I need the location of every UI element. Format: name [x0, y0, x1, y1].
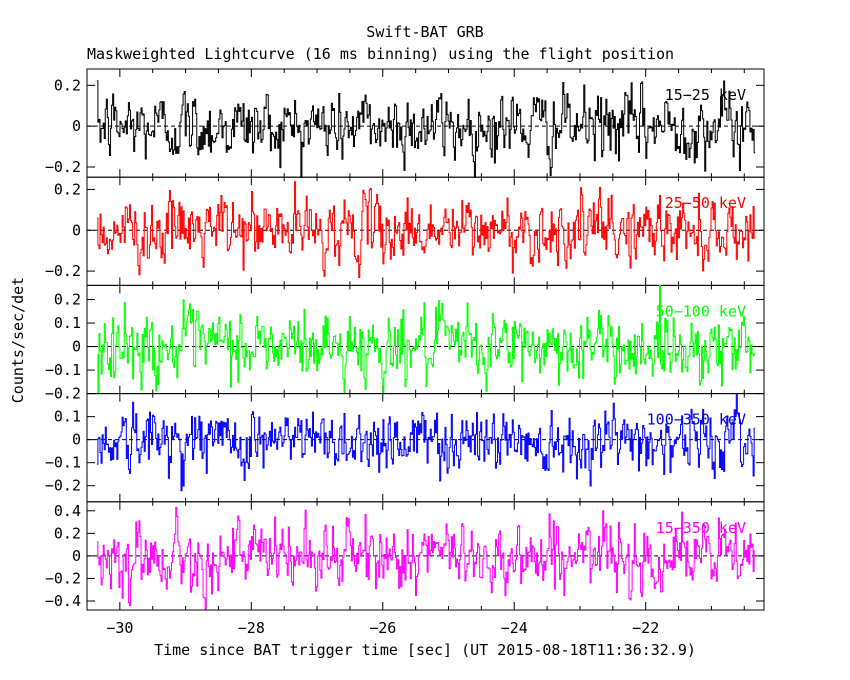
band-label-2: 50−100 keV	[656, 302, 746, 320]
band-label-0: 15−25 keV	[665, 86, 746, 104]
y-tick-label-1-2: 0.2	[54, 180, 81, 198]
series-line-0	[96, 80, 756, 178]
y-tick-label-2-3: 0.1	[54, 314, 81, 332]
y-tick-label-4-3: 0.2	[54, 524, 81, 542]
y-tick-label-0-1: 0	[72, 117, 81, 135]
y-tick-label-1-0: −0.2	[45, 262, 81, 280]
series-line-3	[96, 393, 756, 492]
y-tick-label-4-2: 0	[72, 547, 81, 565]
y-tick-label-3-2: 0	[72, 431, 81, 449]
band-label-4: 15−350 keV	[656, 519, 746, 537]
band-label-1: 25−50 keV	[665, 194, 746, 212]
series-line-2	[96, 284, 756, 395]
chart-title: Swift-BAT GRB	[366, 23, 483, 41]
x-tick-label-0: −30	[106, 619, 133, 637]
x-tick-label-3: −24	[501, 619, 528, 637]
y-tick-label-4-1: −0.2	[45, 569, 81, 587]
x-tick-label-4: −22	[632, 619, 659, 637]
y-tick-label-3-3: 0.1	[54, 408, 81, 426]
y-tick-label-2-2: 0	[72, 338, 81, 356]
y-tick-label-4-0: −0.4	[45, 592, 81, 610]
series-line-4	[96, 507, 756, 610]
band-label-3: 100−350 keV	[647, 411, 746, 429]
x-tick-label-1: −28	[238, 619, 265, 637]
panel-frame-0	[86, 68, 765, 178]
y-tick-label-2-4: 0.2	[54, 291, 81, 309]
x-tick-label-2: −26	[369, 619, 396, 637]
y-tick-label-1-1: 0	[72, 221, 81, 239]
y-tick-label-4-4: 0.4	[54, 502, 81, 520]
x-axis-label: Time since BAT trigger time [sec] (UT 20…	[154, 641, 696, 659]
y-tick-label-3-0: −0.2	[45, 477, 81, 495]
chart-subtitle: Maskweighted Lightcurve (16 ms binning) …	[87, 45, 674, 63]
y-tick-label-0-0: −0.2	[45, 158, 81, 176]
series-line-1	[96, 181, 756, 279]
y-tick-label-2-0: −0.2	[45, 385, 81, 403]
y-tick-label-0-2: 0.2	[54, 76, 81, 94]
y-axis-label: Counts/sec/det	[9, 277, 27, 403]
y-tick-label-2-1: −0.1	[45, 361, 81, 379]
panels-group: −0.2 0 0.2 15−25 keV −0.2 0 0.2 25−50 keV −0.2 −0…	[45, 68, 765, 637]
y-tick-label-3-1: −0.1	[45, 454, 81, 472]
